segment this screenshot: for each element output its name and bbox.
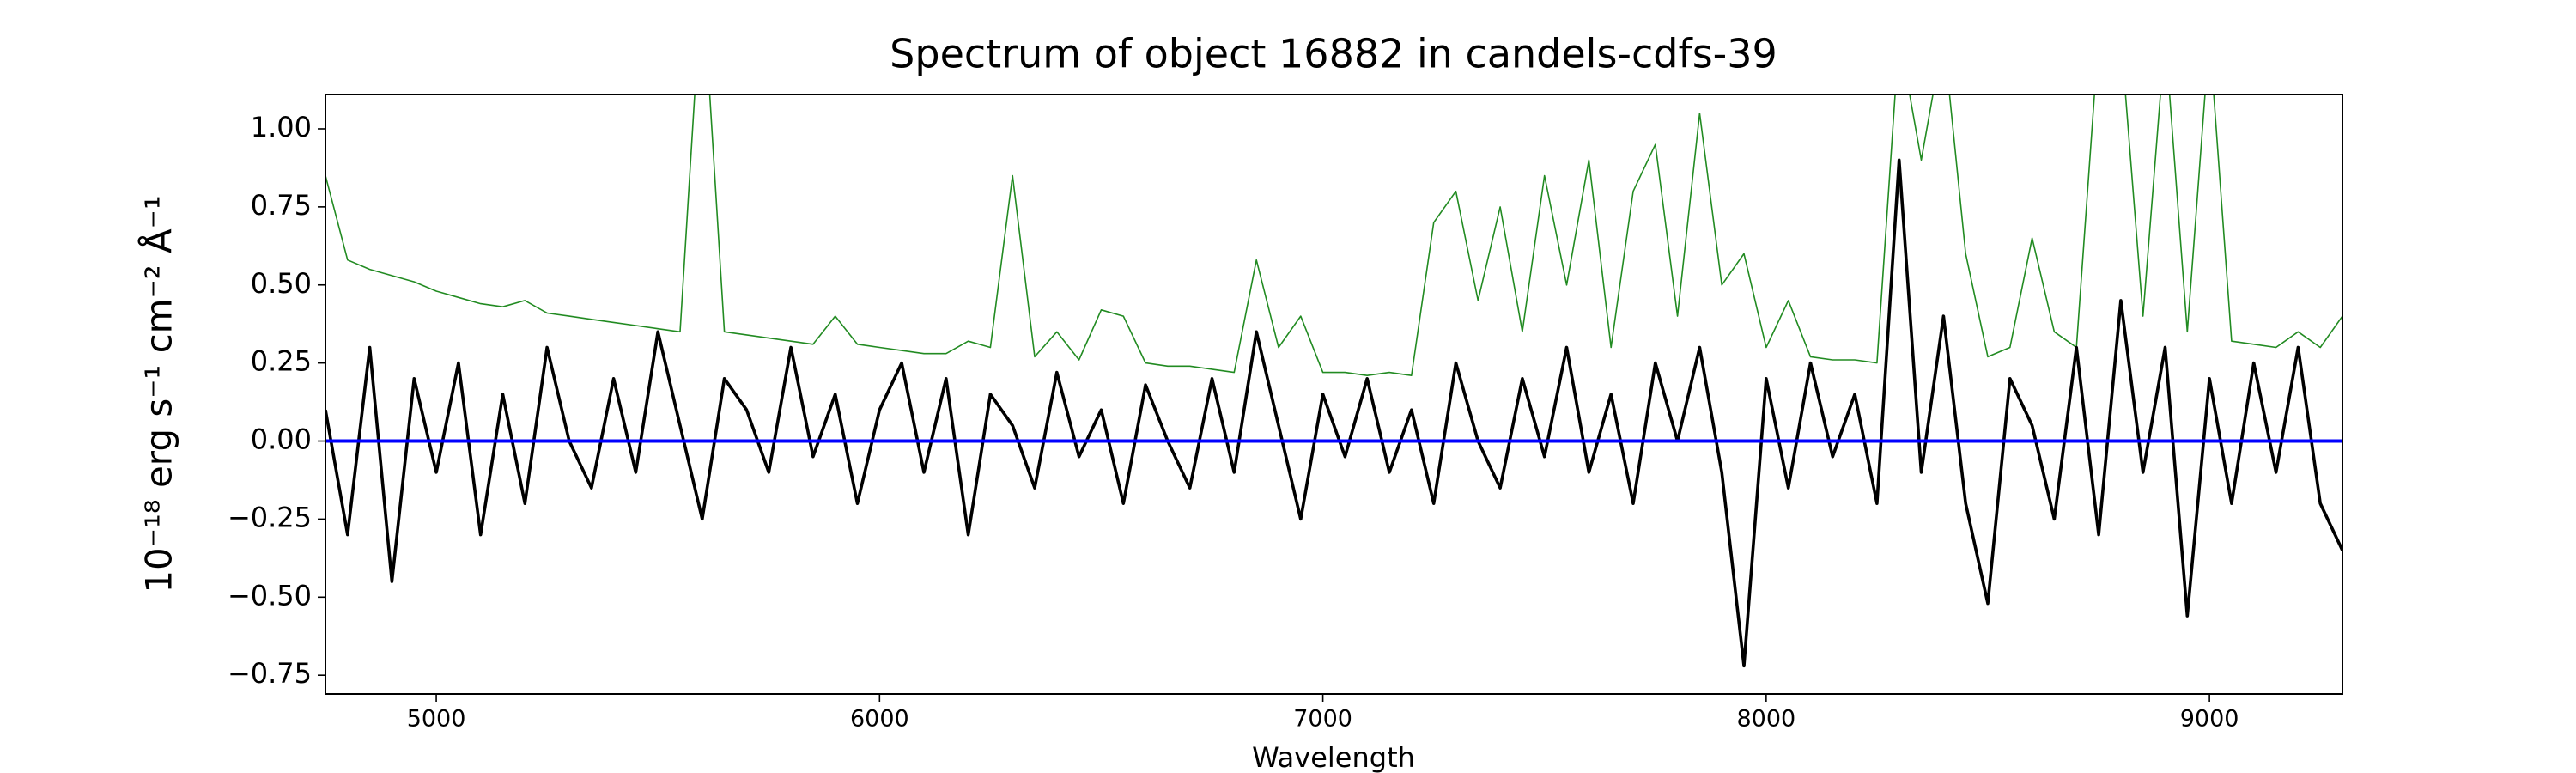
y-tick-label: 0.25 xyxy=(251,345,312,378)
x-tick-label: 7000 xyxy=(1293,706,1352,733)
y-tick-label: 1.00 xyxy=(251,111,312,143)
flux-line xyxy=(325,158,2342,668)
y-tick-label: −0.25 xyxy=(228,501,312,533)
plot-frame xyxy=(325,94,2343,695)
x-tick-label: 5000 xyxy=(407,706,466,733)
error-line xyxy=(325,94,2342,376)
chart-title: Spectrum of object 16882 in candels-cdfs… xyxy=(890,31,1777,77)
y-tick-label: −0.50 xyxy=(228,579,312,612)
y-tick-label: 0.00 xyxy=(251,423,312,456)
x-tick-label: 9000 xyxy=(2180,706,2239,733)
y-tick-label: 0.50 xyxy=(251,267,312,300)
y-axis-label: 10⁻¹⁸ erg s⁻¹ cm⁻² Å⁻¹ xyxy=(137,195,180,593)
x-tick-label: 6000 xyxy=(850,706,909,733)
y-tick-label: −0.75 xyxy=(228,657,312,690)
x-tick-label: 8000 xyxy=(1736,706,1795,733)
x-axis-label: Wavelength xyxy=(1252,741,1415,773)
y-tick-label: 0.75 xyxy=(251,189,312,222)
